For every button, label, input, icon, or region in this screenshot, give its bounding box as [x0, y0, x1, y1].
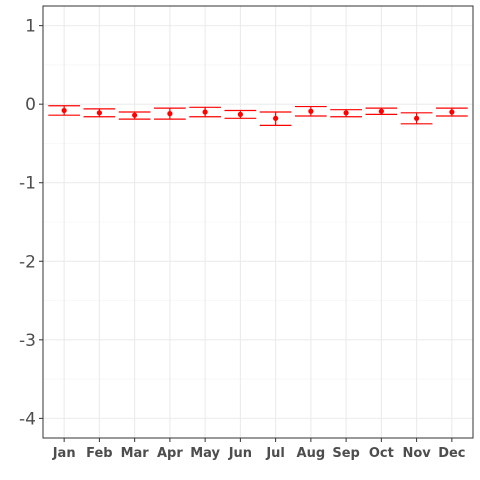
x-tick-label: Dec — [438, 446, 465, 461]
data-point — [308, 108, 314, 114]
data-point — [167, 111, 173, 117]
x-axis: Jan Feb Mar Apr May Jun Jul Aug Sep Oct Nov Dec — [52, 438, 466, 461]
data-point — [96, 110, 102, 116]
x-tick-label: Apr — [157, 446, 183, 461]
x-tick-label: Feb — [86, 446, 112, 461]
data-point — [273, 115, 279, 121]
data-point — [61, 107, 67, 114]
grid — [43, 6, 473, 438]
y-tick-label: -2 — [19, 252, 36, 272]
x-tick-label: Oct — [369, 446, 394, 461]
plot-border — [42, 5, 474, 439]
x-tick-label: Mar — [121, 446, 150, 461]
y-tick-label: -4 — [19, 409, 36, 429]
data-point — [378, 108, 384, 114]
x-tick-label: Aug — [297, 446, 326, 461]
y-tick-label: 0 — [25, 95, 36, 115]
data-point — [202, 109, 208, 115]
error-bars — [48, 105, 468, 126]
x-tick-label: Nov — [402, 446, 431, 461]
x-tick-label: May — [190, 446, 220, 461]
x-tick-label: Jan — [52, 446, 76, 461]
data-point — [343, 110, 349, 116]
x-tick-label: Jul — [265, 446, 285, 461]
data-point — [414, 115, 420, 121]
y-tick-label: 1 — [25, 17, 36, 37]
x-tick-label: Jun — [228, 446, 252, 461]
x-tick-label: Sep — [332, 446, 360, 461]
data-point — [132, 112, 138, 118]
data-points — [61, 107, 455, 121]
y-axis: -4 -3 -2 -1 0 1 — [19, 17, 43, 429]
y-tick-label: -1 — [19, 174, 36, 194]
y-tick-label: -3 — [19, 331, 36, 351]
data-point — [237, 111, 243, 117]
data-point — [449, 109, 455, 115]
